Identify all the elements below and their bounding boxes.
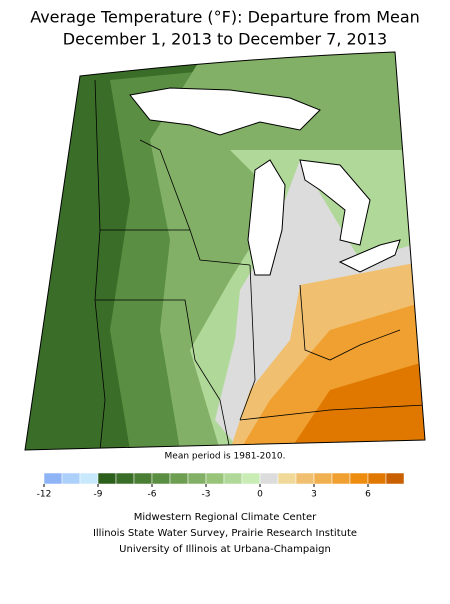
subtitle: December 1, 2013 to December 7, 2013 bbox=[63, 30, 387, 49]
color-swatch bbox=[97, 472, 117, 485]
tick-label: 3 bbox=[311, 490, 317, 500]
color-swatch bbox=[331, 472, 351, 485]
color-swatch bbox=[385, 472, 405, 485]
tick-label: -6 bbox=[148, 490, 157, 500]
color-swatch bbox=[151, 472, 171, 485]
color-swatch bbox=[313, 472, 333, 485]
lake-superior bbox=[129, 87, 321, 136]
lake-erie bbox=[338, 239, 401, 273]
lakes bbox=[129, 87, 401, 276]
map-outline bbox=[24, 51, 426, 451]
color-swatch bbox=[61, 472, 81, 485]
tick-label: 6 bbox=[365, 490, 371, 500]
color-swatch bbox=[187, 472, 207, 485]
map bbox=[25, 52, 425, 450]
color-swatch bbox=[133, 472, 153, 485]
legend: -12 -9 -6 -3 0 3 6 bbox=[37, 472, 405, 500]
footer-line: Midwestern Regional Climate Center bbox=[134, 512, 317, 523]
color-swatch bbox=[223, 472, 243, 485]
color-swatch bbox=[205, 472, 225, 485]
tick-label: -9 bbox=[94, 490, 103, 500]
color-swatch bbox=[241, 472, 261, 485]
footer-line: University of Illinois at Urbana-Champai… bbox=[119, 544, 331, 555]
mean-period-note: Mean period is 1981-2010. bbox=[165, 452, 286, 462]
tick-label: 0 bbox=[257, 490, 263, 500]
color-swatch bbox=[349, 472, 369, 485]
color-swatch bbox=[79, 472, 99, 485]
color-swatch bbox=[169, 472, 189, 485]
state-borders bbox=[94, 79, 425, 450]
color-swatch bbox=[295, 472, 315, 485]
color-swatch bbox=[277, 472, 297, 485]
tick-label: -3 bbox=[202, 490, 211, 500]
region-fill bbox=[290, 360, 425, 450]
lake-huron bbox=[299, 159, 371, 246]
title: Average Temperature (°F): Departure from… bbox=[30, 8, 420, 27]
color-swatch bbox=[43, 472, 63, 485]
footer-line: Illinois State Water Survey, Prairie Res… bbox=[93, 528, 357, 539]
color-swatch bbox=[259, 472, 279, 485]
color-swatch bbox=[367, 472, 387, 485]
tick-label: -12 bbox=[37, 490, 52, 500]
color-swatch bbox=[115, 472, 135, 485]
lake-michigan bbox=[247, 159, 286, 276]
